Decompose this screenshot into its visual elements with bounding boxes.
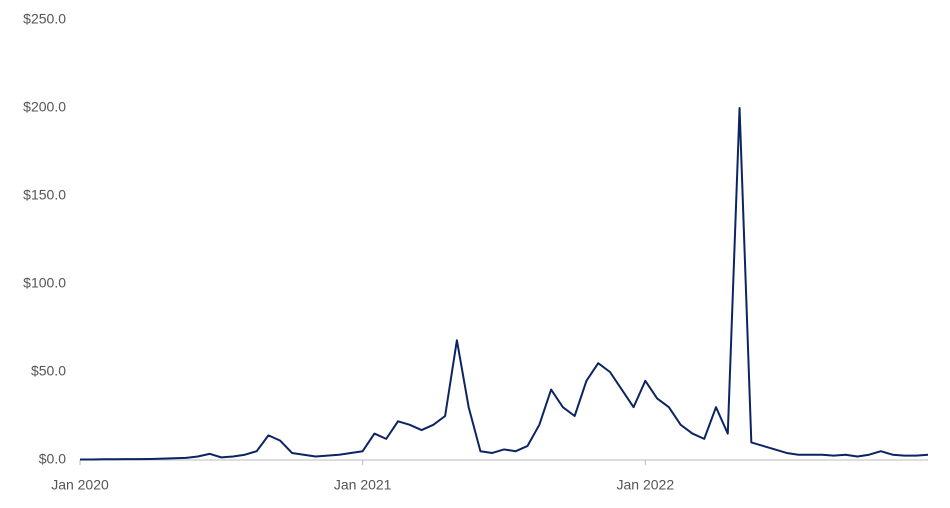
y-tick-label: $50.0 bbox=[31, 363, 66, 379]
y-tick-label: $100.0 bbox=[23, 275, 66, 291]
y-tick-label: $200.0 bbox=[23, 99, 66, 115]
x-tick-label: Jan 2022 bbox=[617, 477, 675, 493]
x-tick-label: Jan 2021 bbox=[334, 477, 392, 493]
y-tick-label: $0.0 bbox=[39, 451, 66, 467]
y-tick-label: $250.0 bbox=[23, 11, 66, 27]
line bbox=[80, 107, 929, 461]
y-tick-label: $150.0 bbox=[23, 187, 66, 203]
x-tick-label: Jan 2020 bbox=[51, 477, 109, 493]
